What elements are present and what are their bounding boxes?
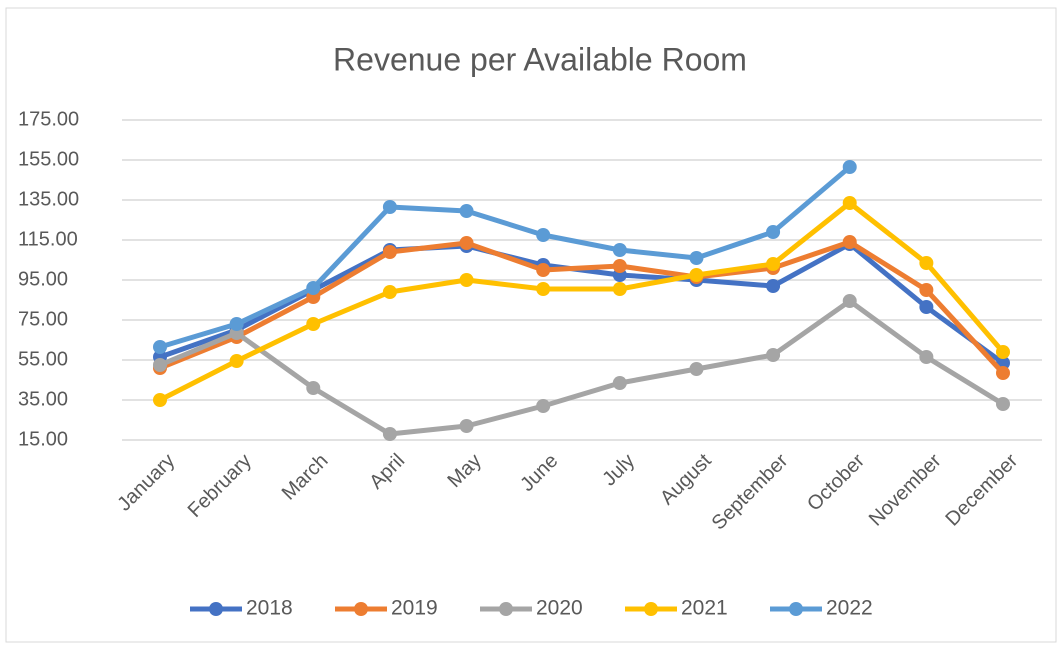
point [229,317,244,331]
series-line [159,298,1005,437]
point [766,348,781,362]
point [459,273,474,287]
point [612,376,627,390]
point [153,358,167,372]
y-tick-label: 95.00 [18,268,68,290]
legend-marker [209,602,223,616]
point [919,350,934,364]
point [689,362,704,376]
point [842,196,857,210]
point [612,243,627,257]
point [842,294,857,308]
y-tick-label: 15.00 [18,428,68,450]
point [996,345,1010,359]
y-tick-label: 135.00 [18,188,79,210]
point [919,256,934,270]
point [153,340,167,354]
point [306,317,321,331]
legend-marker [644,602,658,616]
point [612,282,627,296]
point [382,245,397,259]
point [459,204,474,218]
point [229,354,244,368]
point [306,281,321,295]
point [996,397,1010,411]
point [766,225,781,239]
legend-label: 2018 [246,597,293,620]
series-line [159,165,852,350]
legend-marker [354,602,368,616]
point [459,236,474,250]
y-tick-label: 115.00 [18,228,78,250]
legend-label: 2020 [536,597,583,620]
point [689,268,704,282]
point [919,283,934,297]
legend-label: 2021 [681,597,728,620]
point [459,419,474,433]
point [382,285,397,299]
legend-label: 2022 [826,597,873,620]
legend-marker [789,602,803,616]
point [536,228,551,242]
y-tick-label: 155.00 [18,148,79,170]
series-line [158,200,1005,403]
point [766,257,781,271]
point [996,366,1010,380]
point [536,282,551,296]
series-line [159,239,1005,375]
legend-label: 2019 [391,597,438,620]
point [919,300,934,314]
point [612,259,627,273]
y-tick-label: 75.00 [18,308,68,330]
point [382,427,397,441]
point [842,235,857,249]
y-tick-label: 175.00 [18,108,79,130]
point [689,251,704,265]
point [306,381,321,395]
y-tick-label: 35.00 [18,388,68,410]
point [842,160,857,174]
point [382,200,397,214]
point [153,393,167,407]
point [536,399,551,413]
legend-marker [499,602,513,616]
chart-border [5,7,1057,643]
chart-title: Revenue per Available Room [333,41,747,77]
y-tick-label: 55.00 [18,348,68,370]
point [536,263,551,277]
point [766,279,781,293]
